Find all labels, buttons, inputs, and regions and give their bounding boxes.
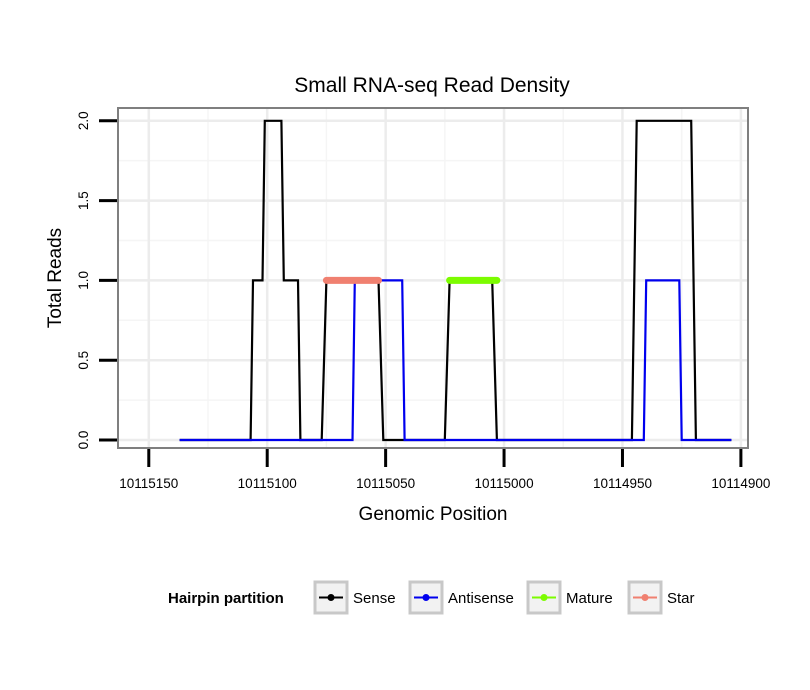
legend-key-point (422, 594, 430, 601)
legend-item-star: Star (627, 580, 695, 615)
legend-title: Hairpin partition (168, 590, 284, 607)
x-axis-label: Genomic Position (359, 504, 508, 525)
legend-label: Mature (566, 590, 613, 607)
y-axis: 0.0 0.5 1.0 1.5 2.0 (76, 111, 117, 449)
x-tick-label: 10115100 (238, 476, 297, 491)
legend-key-point (327, 594, 335, 601)
chart-title: Small RNA-seq Read Density (294, 74, 570, 97)
y-tick-label: 0.5 (76, 351, 91, 370)
x-tick-label: 10114950 (593, 476, 652, 491)
y-axis-label: Total Reads (45, 228, 66, 328)
x-tick-label: 10115000 (475, 476, 534, 491)
x-tick-label: 10115050 (356, 476, 415, 491)
x-tick-label: 10115150 (119, 476, 178, 491)
legend: Hairpin partition Sense Antisense Mature St… (168, 580, 695, 615)
series-line-antisense (179, 279, 732, 442)
legend-label: Antisense (448, 590, 514, 607)
legend-item-antisense: Antisense (408, 580, 514, 615)
y-tick-label: 2.0 (76, 111, 91, 130)
plot-panel (118, 108, 748, 448)
legend-item-mature: Mature (526, 580, 613, 615)
legend-key-point (540, 594, 548, 601)
y-tick-label: 0.0 (76, 431, 91, 450)
legend-item-sense: Sense (313, 580, 396, 615)
legend-key-point (641, 594, 649, 601)
legend-label: Star (667, 590, 695, 607)
x-tick-label: 10114900 (711, 476, 770, 491)
series-layer (179, 119, 732, 442)
x-axis: 10115150 10115100 10115050 10115000 10114950… (119, 449, 770, 491)
y-tick-label: 1.5 (76, 191, 91, 210)
y-tick-label: 1.0 (76, 271, 91, 290)
legend-label: Sense (353, 590, 396, 607)
plot-border (117, 107, 749, 449)
